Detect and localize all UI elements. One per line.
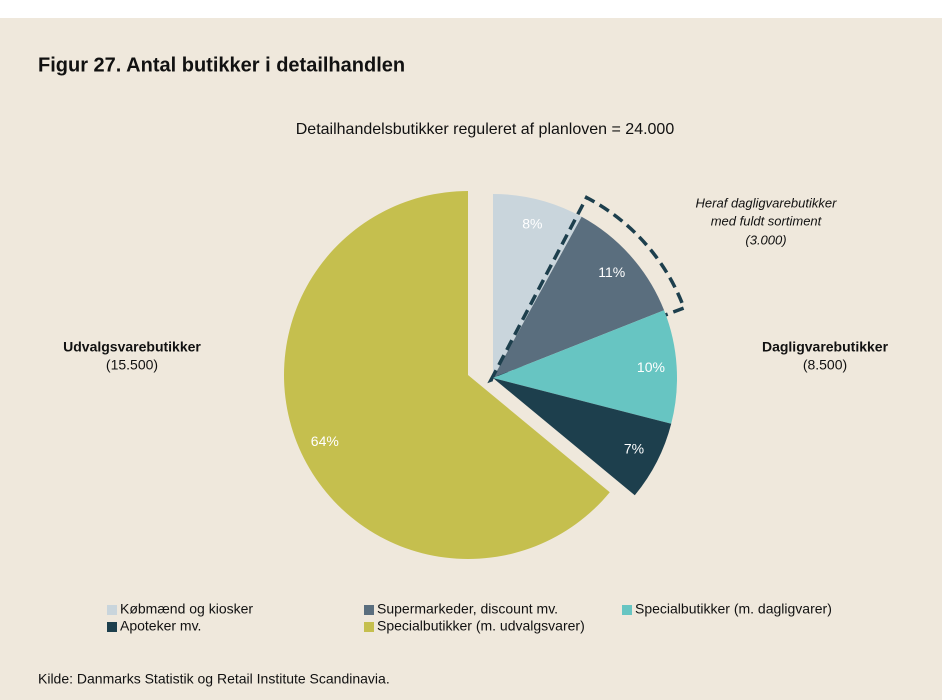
chart-title: Figur 27. Antal butikker i detailhandlen (38, 54, 405, 76)
group-label: Dagligvarebutikker (762, 339, 889, 355)
legend-swatch (364, 622, 374, 632)
legend-swatch (364, 605, 374, 615)
legend-label: Specialbutikker (m. dagligvarer) (635, 601, 832, 617)
data-label: 64% (311, 433, 339, 449)
group-count: (8.500) (803, 357, 847, 373)
data-label: 8% (522, 215, 542, 231)
pie-slice (493, 216, 665, 378)
data-label: 10% (637, 359, 665, 375)
source-note: Kilde: Danmarks Statistik og Retail Inst… (38, 671, 390, 687)
annotation: med fuldt sortiment (711, 213, 823, 228)
group-label: Udvalgsvarebutikker (63, 339, 201, 355)
panel-background (0, 18, 942, 700)
legend-label: Supermarkeder, discount mv. (377, 601, 558, 617)
legend-swatch (107, 605, 117, 615)
data-label: 11% (598, 264, 625, 280)
highlight-outline (487, 195, 687, 384)
pie-slice (493, 378, 672, 496)
annotation: (3.000) (745, 232, 786, 247)
chart-subtitle: Detailhandelsbutikker reguleret af planl… (296, 121, 675, 138)
legend-label: Købmænd og kiosker (120, 601, 253, 617)
pie-slice (493, 310, 677, 424)
legend-swatch (622, 605, 632, 615)
legend-label: Specialbutikker (m. udvalgsvarer) (377, 618, 585, 634)
legend-label: Apoteker mv. (120, 618, 201, 634)
legend-swatch (107, 622, 117, 632)
annotation: Heraf dagligvarebutikker (696, 195, 838, 210)
data-label: 7% (624, 441, 644, 457)
pie-slice (283, 191, 610, 559)
group-count: (15.500) (106, 357, 158, 373)
